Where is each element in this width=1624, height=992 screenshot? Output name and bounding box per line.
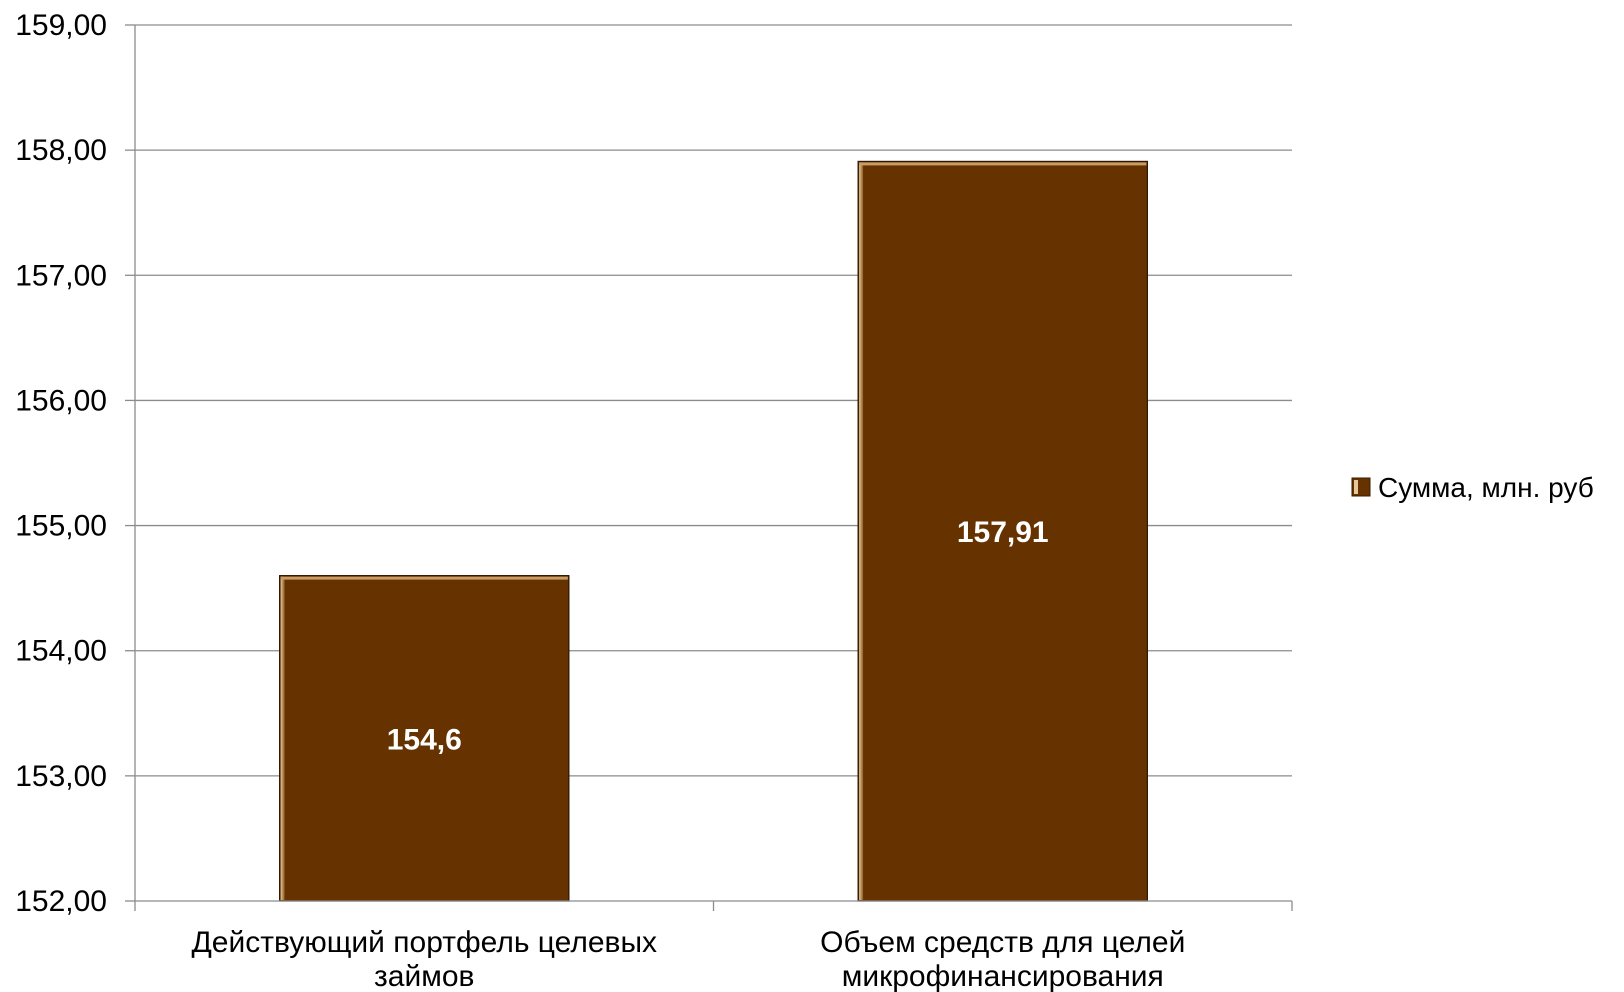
data-label: 157,91 bbox=[957, 516, 1049, 549]
x-category-label-line: Объем средств для целей bbox=[820, 926, 1185, 959]
y-tick-label: 156,00 bbox=[15, 384, 107, 417]
x-category-labels: Действующий портфель целевых займов Объем … bbox=[191, 926, 1185, 992]
bar bbox=[857, 160, 1148, 902]
data-labels: 154,6 157,91 bbox=[387, 516, 1049, 756]
y-tick-label: 157,00 bbox=[15, 259, 107, 292]
bar-bevel-left bbox=[280, 576, 285, 900]
bar-fill bbox=[857, 160, 1148, 902]
y-tick-label: 153,00 bbox=[15, 760, 107, 793]
legend-swatch-highlight bbox=[1354, 480, 1358, 494]
y-tick-label: 154,00 bbox=[15, 635, 107, 668]
y-tick-label: 159,00 bbox=[15, 9, 107, 42]
x-category-label-line: микрофинансирования bbox=[842, 960, 1164, 992]
y-tick-label: 152,00 bbox=[15, 885, 107, 918]
legend: Сумма, млн. руб bbox=[1351, 472, 1594, 503]
x-category-label-line: займов bbox=[374, 960, 474, 992]
x-category-label: Действующий портфель целевых займов bbox=[191, 926, 657, 992]
bar-bevel-left bbox=[859, 162, 864, 901]
data-label: 154,6 bbox=[387, 723, 462, 756]
x-category-label-line: Действующий портфель целевых bbox=[191, 926, 657, 959]
bar-bevel-top bbox=[859, 162, 1147, 166]
bars bbox=[279, 160, 1148, 902]
legend-label: Сумма, млн. руб bbox=[1378, 472, 1594, 503]
y-tick-label: 155,00 bbox=[15, 510, 107, 543]
y-tick-labels: 152,00 153,00 154,00 155,00 156,00 157,00 158,… bbox=[15, 9, 107, 918]
x-category-label: Объем средств для целей микрофинансирован… bbox=[820, 926, 1185, 992]
y-tick-label: 158,00 bbox=[15, 134, 107, 167]
axes bbox=[125, 24, 1293, 911]
bar-bevel-top bbox=[280, 576, 568, 580]
